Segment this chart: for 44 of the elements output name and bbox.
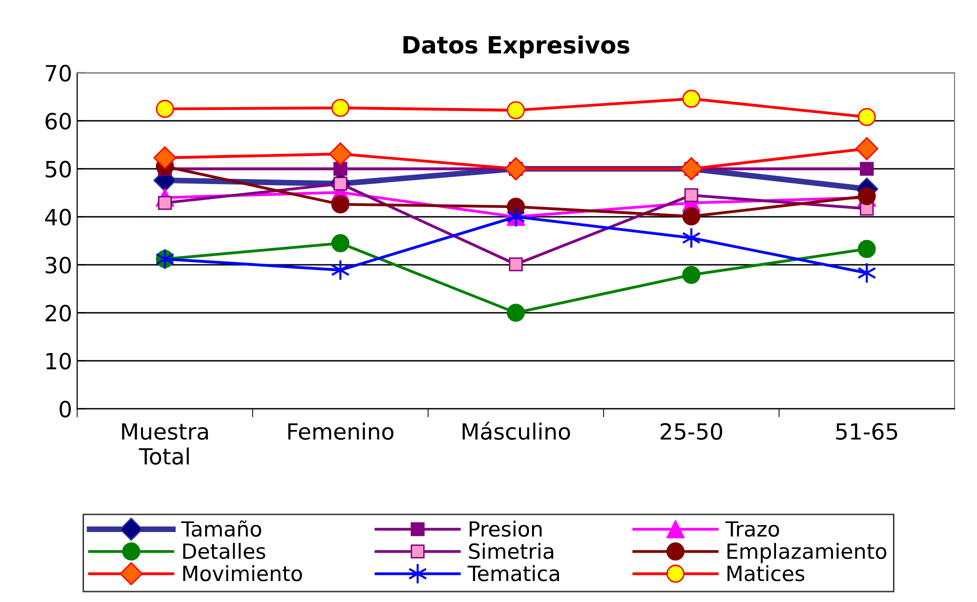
legend-label: Simetria <box>469 542 554 560</box>
legend-label: Tamaño <box>181 520 262 537</box>
x-tick-label: Femenino <box>288 422 394 440</box>
y-tick-label: 20 <box>46 304 71 322</box>
point <box>858 108 876 126</box>
x-tick-label: 25-50 <box>660 423 722 440</box>
point <box>506 101 525 120</box>
point <box>857 262 876 284</box>
point <box>858 240 876 258</box>
legend-label: Tematica <box>468 565 560 582</box>
point <box>682 266 700 284</box>
y-tick-label: 0 <box>60 400 71 418</box>
legend-label: Detalles <box>183 542 266 560</box>
y-tick-label: 40 <box>45 208 71 226</box>
point <box>682 90 700 108</box>
point <box>331 98 350 117</box>
y-tick-label: 70 <box>46 64 71 82</box>
legend-label: Trazo <box>725 521 780 537</box>
chart-title: Datos Expresivos <box>404 35 630 58</box>
point <box>328 142 352 166</box>
point <box>682 207 700 226</box>
point <box>331 234 350 252</box>
y-tick-label: 10 <box>46 352 71 370</box>
point <box>153 146 176 170</box>
point <box>508 257 523 272</box>
point <box>156 100 174 118</box>
legend-label: Movimiento <box>183 565 302 582</box>
point <box>684 188 698 202</box>
point <box>506 304 525 322</box>
x-tick-label: 51-65 <box>836 423 898 440</box>
legend-label: Emplazamiento <box>728 542 886 564</box>
point <box>682 227 701 249</box>
point <box>860 162 874 176</box>
y-tick-label: 50 <box>46 160 71 178</box>
x-tick-label: Muestra Total <box>122 423 208 465</box>
point <box>855 137 878 160</box>
point <box>333 162 348 176</box>
y-tick-label: 30 <box>46 256 71 274</box>
point <box>331 195 350 214</box>
point <box>330 259 350 281</box>
x-tick-label: Másculino <box>462 422 570 440</box>
legend-label: Presion <box>470 520 542 537</box>
y-tick-label: 60 <box>46 112 71 130</box>
legend-label: Matices <box>728 565 804 582</box>
